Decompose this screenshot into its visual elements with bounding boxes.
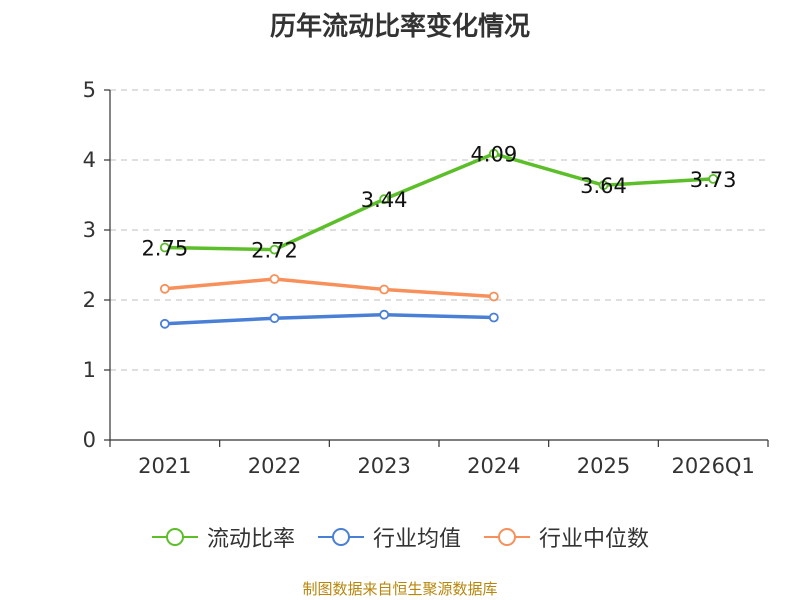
legend-item-industry-median[interactable]: 行业中位数 xyxy=(483,521,649,553)
x-tick-label: 2023 xyxy=(357,454,410,478)
data-point-current-ratio xyxy=(379,194,390,205)
y-tick-label: 2 xyxy=(83,288,96,312)
series-line-current-ratio xyxy=(164,151,714,252)
data-point-industry-median xyxy=(379,284,390,295)
data-point-industry-median xyxy=(159,283,170,294)
legend: 流动比率 行业均值 行业中位数 xyxy=(0,520,800,554)
series-line-industry-median xyxy=(164,277,494,299)
y-tick-label: 3 xyxy=(83,218,96,242)
data-point-industry-mean xyxy=(159,318,170,329)
legend-marker-industry-mean xyxy=(317,528,364,546)
source-note: 制图数据来自恒生聚源数据库 xyxy=(302,580,498,598)
data-point-industry-median xyxy=(269,274,280,284)
data-point-industry-mean xyxy=(379,309,390,320)
legend-item-current-ratio[interactable]: 流动比率 xyxy=(151,521,295,553)
data-point-industry-mean xyxy=(488,312,499,323)
x-tick-label: 2021 xyxy=(138,454,191,478)
legend-label-current-ratio: 流动比率 xyxy=(206,527,295,552)
legend-marker-current-ratio xyxy=(151,528,198,546)
x-tick-label: 2025 xyxy=(577,454,630,478)
data-point-current-ratio xyxy=(708,173,719,184)
data-labels: 2.75 2.72 3.44 4.09 3.64 3.73 xyxy=(141,143,736,263)
data-label: 3.44 xyxy=(361,188,408,212)
series-lines xyxy=(159,148,719,329)
x-tick-label: 2022 xyxy=(248,454,301,478)
x-tick-label: 2026Q1 xyxy=(671,454,754,478)
axes: 0 1 2 3 4 5 2021 2022 2023 2024 2025 2026Q1 xyxy=(83,78,769,478)
legend-item-industry-mean[interactable]: 行业均值 xyxy=(317,521,461,553)
data-label: 2.72 xyxy=(251,239,298,263)
data-label: 3.64 xyxy=(580,174,627,198)
y-tick-label: 1 xyxy=(83,358,96,382)
data-point-industry-mean xyxy=(269,313,280,324)
x-tick-label: 2024 xyxy=(467,454,520,478)
y-tick-label: 5 xyxy=(83,78,96,102)
y-tick-label: 4 xyxy=(83,148,96,172)
data-label: 3.73 xyxy=(690,168,737,192)
data-point-current-ratio xyxy=(598,180,609,191)
series-line-industry-mean xyxy=(164,312,494,326)
y-tick-label: 0 xyxy=(83,428,96,452)
chart-title: 历年流动比率变化情况 xyxy=(269,12,530,42)
legend-label-industry-median: 行业中位数 xyxy=(539,527,650,552)
grid-lines xyxy=(110,89,768,371)
data-point-industry-median xyxy=(488,291,499,302)
data-point-current-ratio xyxy=(488,148,499,159)
legend-marker-industry-median xyxy=(484,528,530,546)
data-label: 4.09 xyxy=(470,143,517,167)
data-label: 2.75 xyxy=(141,237,188,261)
legend-label-industry-mean: 行业均值 xyxy=(372,527,461,552)
data-point-current-ratio xyxy=(159,242,170,253)
data-point-current-ratio xyxy=(269,244,280,255)
